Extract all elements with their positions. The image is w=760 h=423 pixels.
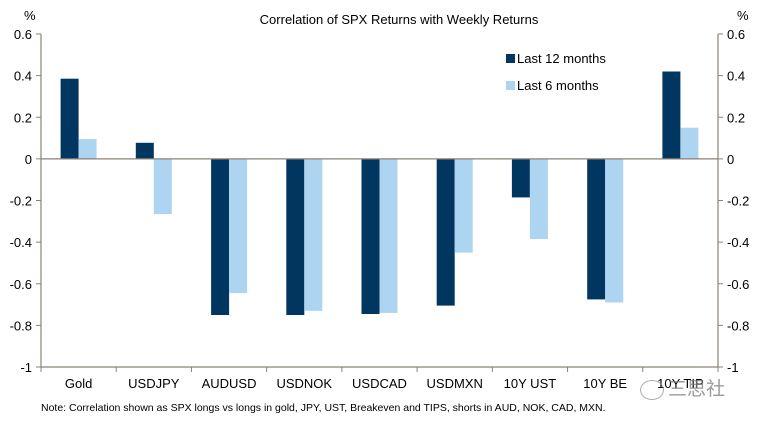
y-tick-label-left: -0.4 — [10, 235, 32, 250]
legend-swatch — [506, 54, 515, 63]
watermark-text: 三思社 — [668, 378, 726, 400]
x-tick-label: 10Y UST — [504, 376, 557, 391]
bars-group — [60, 71, 699, 315]
x-tick-label: Gold — [65, 376, 92, 391]
bar-last-12-months-gold — [60, 78, 79, 159]
legend: Last 12 months Last 6 months — [506, 51, 606, 93]
bar-last-12-months-usdcad — [361, 158, 380, 314]
x-tick-label: USDCAD — [352, 376, 407, 391]
y-tick-label-right: 0.2 — [727, 110, 745, 125]
y-tick-label-right: -0.8 — [727, 318, 749, 333]
bar-last-6-months-10y-ust — [529, 158, 548, 239]
y-axis-right-unit: % — [737, 8, 749, 23]
y-tick-label-left: 0.6 — [14, 27, 32, 42]
x-tick-label: USDJPY — [128, 376, 180, 391]
legend-swatch — [506, 81, 515, 90]
bar-last-12-months-10y-be — [587, 158, 606, 300]
x-tick-label: USDMXN — [427, 376, 483, 391]
axes-group: 0.6 0.6 0.4 0.4 0.2 0.2 0 0 -0.2 -0.2 -0.4 -0.4 -0.6… — [10, 27, 750, 391]
x-tick-label: 10Y BE — [583, 376, 627, 391]
chart-note: Note: Correlation shown as SPX longs vs … — [41, 402, 606, 414]
y-tick-label-left: -0.2 — [10, 194, 32, 209]
bar-last-12-months-usdjpy — [135, 142, 154, 159]
y-tick-label-left: 0.4 — [14, 69, 32, 84]
y-tick-label-right: 0.6 — [727, 27, 745, 42]
bar-last-6-months-usdcad — [379, 158, 398, 313]
chart-title: Correlation of SPX Returns with Weekly R… — [260, 12, 539, 27]
x-tick-label: AUDUSD — [202, 376, 257, 391]
x-tick-label: USDNOK — [276, 376, 332, 391]
bar-last-12-months-audusd — [211, 158, 230, 315]
bar-last-6-months-usdnok — [304, 158, 323, 311]
legend-label: Last 12 months — [517, 51, 606, 66]
y-tick-label-right: -1 — [727, 360, 739, 375]
y-tick-label-right: -0.6 — [727, 277, 749, 292]
y-tick-label-left: -1 — [20, 360, 32, 375]
bar-last-6-months-audusd — [229, 158, 248, 294]
y-tick-label-left: -0.6 — [10, 277, 32, 292]
y-tick-label-right: -0.2 — [727, 194, 749, 209]
watermark: 三思社 — [640, 374, 725, 401]
bar-last-6-months-gold — [78, 139, 97, 159]
y-tick-label-left: 0.2 — [14, 110, 32, 125]
bar-last-6-months-usdjpy — [153, 158, 172, 215]
y-tick-label-right: 0.4 — [727, 69, 745, 84]
wechat-icon — [640, 379, 664, 400]
y-tick-label-left: -0.8 — [10, 318, 32, 333]
bar-last-6-months-10y-tip — [680, 127, 699, 159]
y-tick-label-right: 0 — [727, 152, 734, 167]
legend-label: Last 6 months — [517, 78, 599, 93]
y-tick-label-right: -0.4 — [727, 235, 749, 250]
bar-last-12-months-usdmxn — [436, 158, 455, 306]
bar-last-12-months-usdnok — [286, 158, 305, 315]
bar-last-12-months-10y-tip — [662, 71, 681, 159]
bar-last-6-months-usdmxn — [454, 158, 473, 253]
bar-last-12-months-10y-ust — [511, 158, 530, 198]
x-tick-label: 10Y TIP — [657, 376, 704, 391]
y-tick-label-left: 0 — [25, 152, 32, 167]
bar-last-6-months-10y-be — [605, 158, 624, 303]
y-axis-left-unit: % — [24, 8, 36, 23]
